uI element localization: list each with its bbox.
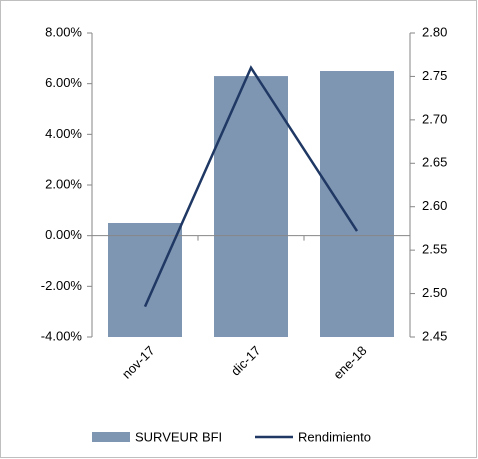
legend-label: SURVEUR BFI [135,429,222,444]
y2-tick-label: 2.45 [422,328,447,343]
y2-tick-label: 2.50 [422,285,447,300]
y2-tick-label: 2.60 [422,198,447,213]
y-tick-label: 4.00% [45,126,82,141]
y2-tick-label: 2.65 [422,155,447,170]
y-tick-label: 0.00% [45,227,82,242]
y-tick-label: 2.00% [45,176,82,191]
y-tick-label: 8.00% [45,24,82,39]
y2-tick-label: 2.70 [422,111,447,126]
bar [108,223,182,337]
bar [320,71,394,337]
legend-label: Rendimiento [298,429,371,444]
y2-tick-label: 2.80 [422,24,447,39]
legend-swatch [92,432,130,442]
y-tick-label: -2.00% [41,278,83,293]
y-tick-label: -4.00% [41,328,83,343]
y-tick-label: 6.00% [45,75,82,90]
line [143,65,359,308]
bar [214,76,288,338]
y2-tick-label: 2.75 [422,68,447,83]
y2-tick-label: 2.55 [422,242,447,257]
